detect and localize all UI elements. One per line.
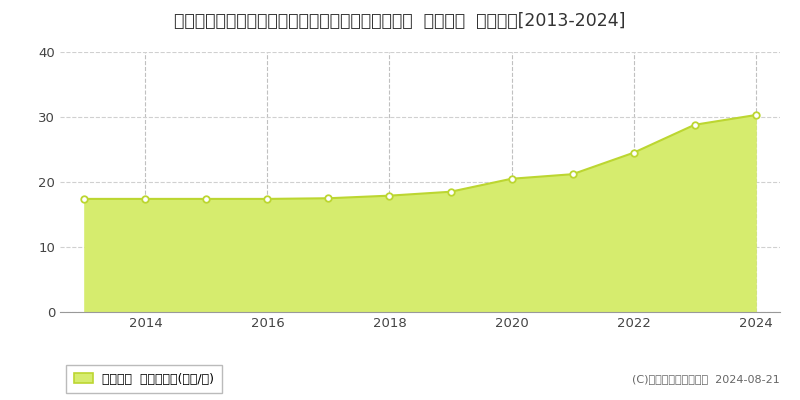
Point (688, 122, 701, 128)
Point (566, 171, 579, 178)
Point (444, 188, 457, 195)
Point (200, 196, 213, 202)
Point (505, 176, 518, 182)
Point (383, 192, 396, 199)
Legend: 地価公示  平均坪単価(万円/坪): 地価公示 平均坪単価(万円/坪) (66, 365, 222, 393)
Point (139, 196, 152, 202)
Text: 北海道札幌市北区新琴似５条８丁目４８８番５０外  地価公示  地価推移[2013-2024]: 北海道札幌市北区新琴似５条８丁目４８８番５０外 地価公示 地価推移[2013-2… (174, 12, 626, 30)
Point (78, 196, 91, 202)
Point (749, 112, 762, 118)
Point (261, 196, 274, 202)
Point (322, 195, 335, 202)
Text: (C)土地価格ドットコム  2024-08-21: (C)土地価格ドットコム 2024-08-21 (632, 374, 780, 384)
Point (627, 150, 640, 156)
